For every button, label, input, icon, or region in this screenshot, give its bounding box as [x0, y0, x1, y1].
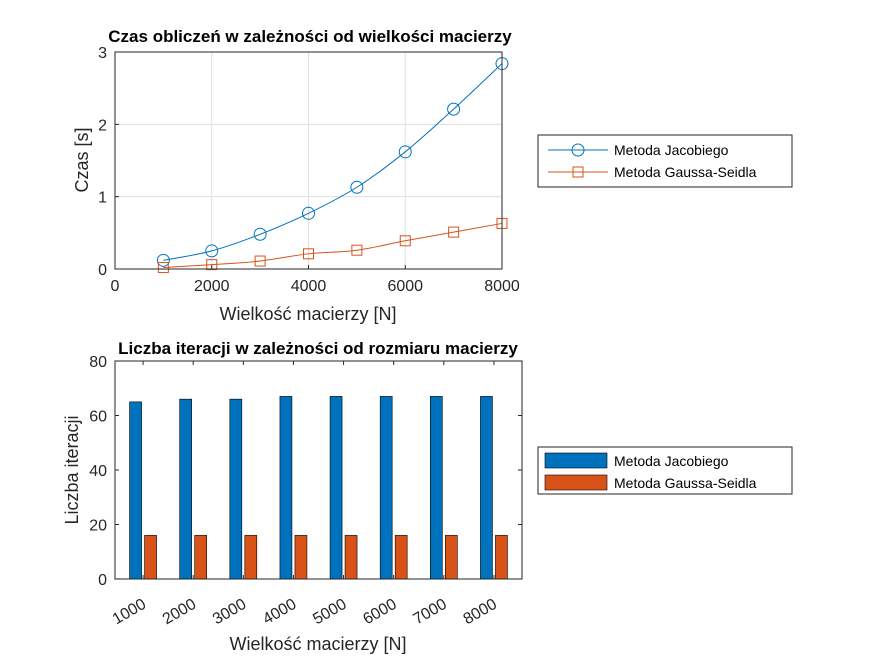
- bar-gauss-seidel: [144, 535, 157, 580]
- y-tick-label: 3: [98, 45, 107, 62]
- x-tick-label: 6000: [360, 596, 399, 629]
- data-point: [254, 255, 266, 267]
- bar-jacobi: [480, 396, 493, 580]
- data-point: [447, 102, 461, 116]
- x-axis-label: Wielkość macierzy [N]: [229, 634, 406, 654]
- bar-series: [129, 396, 508, 580]
- bar-gauss-seidel: [244, 535, 258, 580]
- plot-series: [156, 57, 509, 274]
- data-point: [399, 235, 411, 247]
- bar-jacobi: [329, 396, 343, 580]
- legend-label-jacobi: Metoda Jacobiego: [614, 142, 729, 158]
- x-tick-label: 2000: [194, 278, 230, 295]
- x-tick-label: 5000: [310, 596, 349, 629]
- y-tick-label: 40: [89, 463, 107, 480]
- data-point: [302, 206, 315, 220]
- legend-label-gauss-seidel: Metoda Gaussa-Seidla: [614, 475, 757, 491]
- x-tick-label: 3000: [210, 596, 249, 629]
- legend: Metoda Jacobiego Metoda Gaussa-Seidla: [537, 134, 793, 188]
- bar-jacobi: [430, 396, 443, 580]
- data-point: [398, 145, 412, 159]
- x-axis-ticks: 0 2000 4000 6000 8000: [111, 265, 520, 295]
- y-tick-label: 1: [98, 190, 107, 207]
- legend-entry-jacobi: Metoda Jacobiego: [544, 452, 729, 469]
- bar-jacobi: [129, 401, 142, 580]
- y-tick-label: 0: [98, 262, 107, 279]
- data-point: [206, 259, 218, 271]
- data-point: [156, 253, 170, 267]
- y-tick-label: 2: [98, 117, 107, 134]
- data-point: [303, 248, 314, 260]
- bar-jacobi: [229, 398, 243, 580]
- legend-label-jacobi: Metoda Jacobiego: [614, 453, 729, 469]
- bar-gauss-seidel: [344, 535, 358, 580]
- data-point: [157, 262, 169, 274]
- x-tick-label: 7000: [410, 596, 449, 629]
- x-tick-label: 2000: [160, 596, 199, 629]
- series-line: [163, 222, 503, 269]
- bar-gauss-seidel: [194, 535, 207, 580]
- legend-entry-gauss-seidel: Metoda Gaussa-Seidla: [548, 164, 757, 180]
- legend-entry-gauss-seidel: Metoda Gaussa-Seidla: [544, 474, 757, 491]
- chart-title: Liczba iteracji w zależności od rozmiaru…: [118, 339, 518, 358]
- legend-label-gauss-seidel: Metoda Gaussa-Seidla: [614, 164, 757, 180]
- x-tick-label: 8000: [461, 596, 500, 629]
- x-tick-label: 0: [111, 278, 120, 295]
- legend-entry-jacobi: Metoda Jacobiego: [548, 142, 729, 158]
- legend-swatch-gauss-seidel: [544, 474, 608, 491]
- bar-jacobi: [179, 398, 192, 580]
- data-point: [350, 180, 364, 194]
- bar-gauss-seidel: [294, 535, 308, 580]
- y-tick-label: 60: [89, 409, 107, 426]
- grid: [115, 52, 502, 269]
- bar-gauss-seidel: [445, 535, 458, 580]
- series-jacobi: [156, 57, 509, 267]
- chart-title: Czas obliczeń w zależności od wielkości …: [108, 27, 512, 46]
- bar-gauss-seidel: [495, 535, 508, 580]
- data-point: [351, 244, 363, 256]
- x-tick-label: 8000: [484, 278, 520, 295]
- legend: Metoda Jacobiego Metoda Gaussa-Seidla: [537, 446, 793, 495]
- legend-swatch-jacobi: [544, 452, 608, 469]
- data-point: [205, 244, 219, 258]
- y-tick-label: 80: [89, 354, 107, 371]
- x-tick-label: 4000: [291, 278, 327, 295]
- x-tick-label: 6000: [387, 278, 423, 295]
- y-axis-ticks: 0 1 2 3: [98, 45, 119, 279]
- data-point: [448, 226, 460, 238]
- data-point: [253, 227, 267, 241]
- y-tick-label: 0: [98, 572, 107, 589]
- bar-jacobi: [279, 396, 293, 580]
- y-axis-ticks: 0 20 40 60 80: [89, 354, 522, 589]
- x-axis-label: Wielkość macierzy [N]: [219, 304, 396, 324]
- legend-marker-gauss-seidel: [572, 166, 584, 178]
- y-axis-label: Liczba iteracji: [62, 415, 82, 524]
- y-tick-label: 20: [89, 518, 107, 535]
- x-tick-label: 1000: [110, 596, 149, 629]
- y-axis-label: Czas [s]: [72, 127, 92, 192]
- series-line: [163, 63, 503, 261]
- series-gauss-seidel: [157, 217, 508, 274]
- time-chart: Czas obliczeń w zależności od wielkości …: [72, 27, 793, 324]
- bar-gauss-seidel: [394, 535, 408, 580]
- bar-jacobi: [379, 396, 393, 580]
- plot-area-frame: [114, 360, 523, 580]
- legend-marker-jacobi: [571, 143, 585, 157]
- legend-box: [537, 134, 793, 188]
- x-tick-label: 4000: [260, 596, 299, 629]
- iterations-chart: Liczba iteracji w zależności od rozmiaru…: [62, 339, 793, 654]
